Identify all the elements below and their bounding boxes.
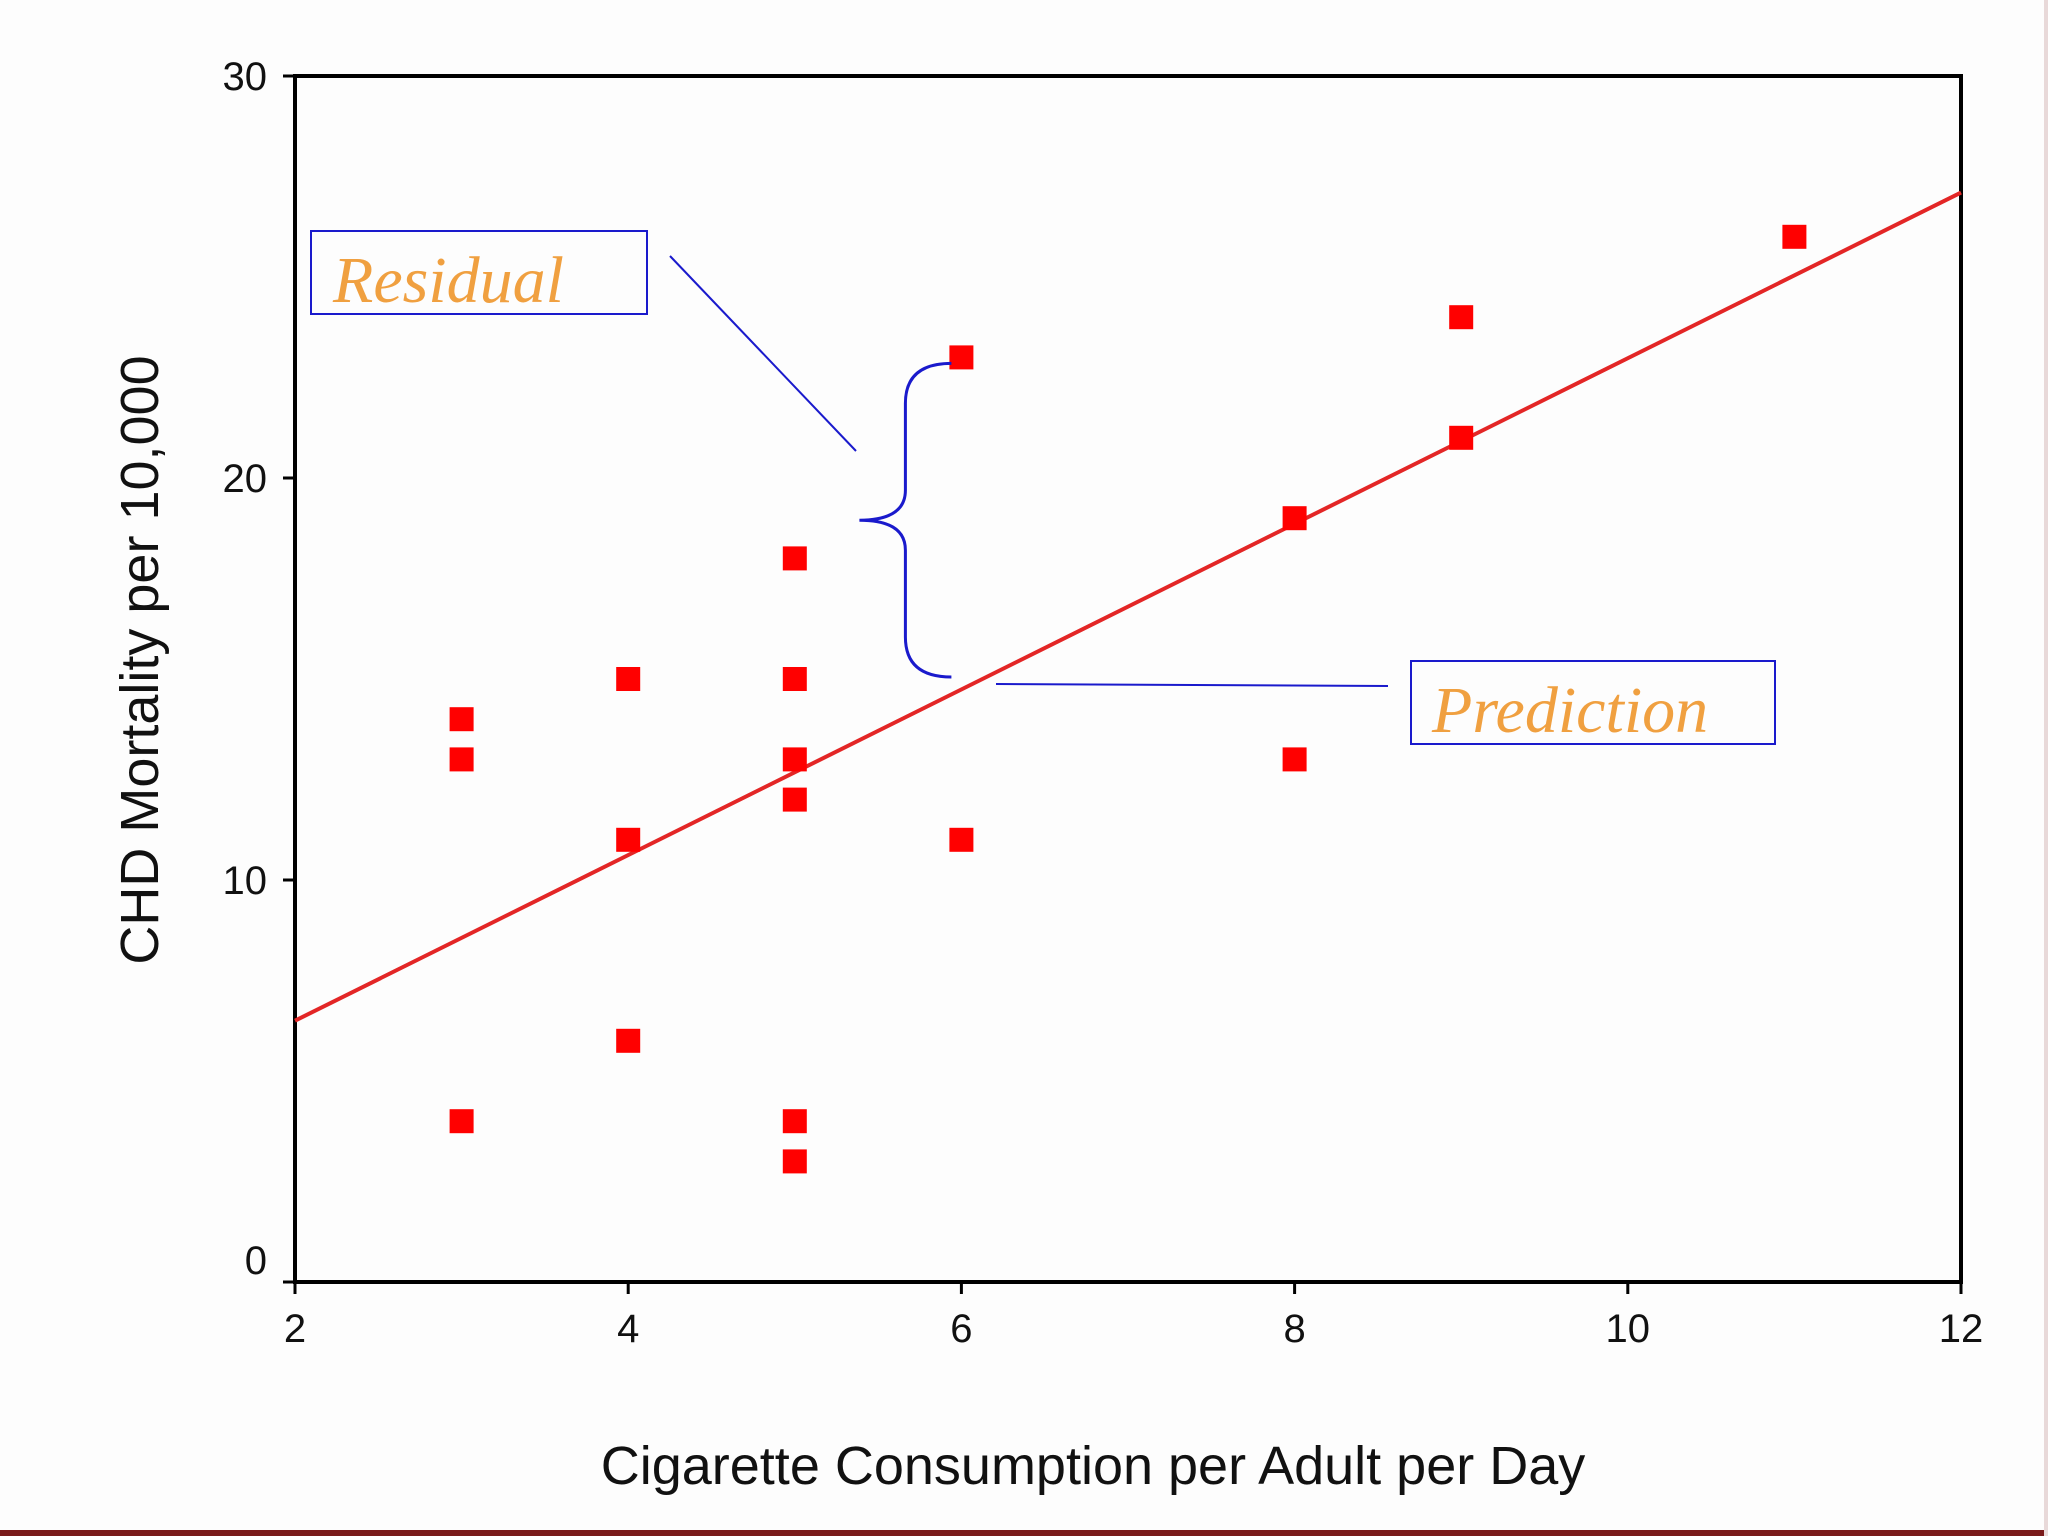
data-point-1 — [449, 707, 474, 732]
x-tick-label-4: 4 — [617, 1307, 639, 1351]
prediction-box — [1410, 660, 1776, 745]
data-point-7 — [782, 546, 807, 571]
x-tick-label-10: 10 — [1606, 1307, 1651, 1351]
data-point-4 — [616, 667, 641, 691]
data-point-3 — [449, 1109, 474, 1134]
slide-bottom-border — [0, 1530, 2048, 1536]
data-point-6 — [616, 1028, 641, 1053]
data-point-9 — [782, 747, 807, 772]
x-tick-label-2: 2 — [284, 1307, 306, 1351]
regression-line — [294, 190, 1962, 1023]
data-point-11 — [782, 1109, 807, 1134]
slide-right-border — [2044, 0, 2048, 1536]
prediction-label: Prediction — [1431, 674, 1708, 747]
data-point-16 — [1282, 747, 1307, 772]
x-tick-label-12: 12 — [1939, 1307, 1984, 1351]
data-point-13 — [949, 345, 974, 370]
x-axis-title: Cigarette Consumption per Adult per Day — [601, 1436, 1586, 1496]
data-point-18 — [1449, 425, 1474, 450]
y-axis-ticks: 0 10 20 30 — [223, 55, 295, 1284]
y-tick-label-10: 10 — [223, 859, 268, 903]
data-points — [449, 224, 1807, 1174]
data-point-10 — [782, 787, 807, 812]
residual-label: Residual — [332, 244, 564, 317]
residual-brace — [859, 361, 952, 679]
x-tick-label-8: 8 — [1283, 1307, 1305, 1351]
residual-annotation: Residual — [310, 230, 952, 679]
data-point-19 — [1782, 224, 1807, 249]
y-tick-label-20: 20 — [223, 457, 268, 501]
x-tick-label-6: 6 — [950, 1307, 972, 1351]
residual-box — [310, 230, 648, 315]
y-tick-label-0: 0 — [245, 1239, 267, 1283]
residual-pointer — [669, 255, 857, 452]
data-point-5 — [616, 827, 641, 852]
data-point-14 — [949, 827, 974, 852]
prediction-annotation: Prediction — [995, 660, 1776, 747]
x-axis-ticks: 2 4 6 8 10 12 — [284, 1282, 1983, 1351]
data-point-17 — [1449, 305, 1474, 330]
plot-frame — [293, 74, 1963, 1284]
data-point-2 — [449, 747, 474, 772]
data-point-8 — [782, 667, 807, 691]
y-axis-title: CHD Mortality per 10,000 — [110, 355, 170, 964]
y-tick-label-30: 30 — [223, 55, 268, 99]
data-point-12 — [782, 1149, 807, 1174]
data-point-15 — [1282, 506, 1307, 531]
prediction-pointer — [995, 683, 1389, 687]
